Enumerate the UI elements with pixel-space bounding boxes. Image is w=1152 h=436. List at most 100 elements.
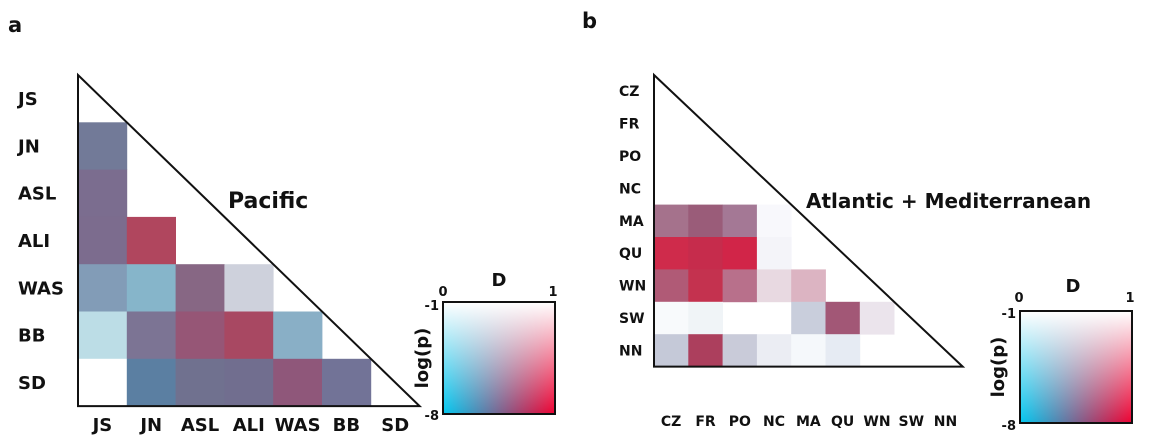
column-label-FR: FR xyxy=(695,414,716,430)
cell-MA-PO xyxy=(722,204,758,238)
cell-SD-JS xyxy=(78,358,128,407)
panel-b-legend: D 0 1 -1 -8 log(p) xyxy=(988,276,1135,434)
column-label-NN: NN xyxy=(934,414,957,430)
panel-b-triangle xyxy=(653,72,966,368)
cell-SW-CZ xyxy=(654,301,689,335)
legend-a-y-label: log(p) xyxy=(412,328,433,389)
column-label-JN: JN xyxy=(138,415,162,436)
cell-WN-CZ xyxy=(654,269,689,303)
cell-NN-PO xyxy=(722,334,758,367)
legend-a-frame xyxy=(442,301,556,415)
column-label-WAS: WAS xyxy=(275,415,321,436)
row-label-SD: SD xyxy=(18,373,46,394)
legend-b-x-tick-1: 1 xyxy=(1125,291,1134,306)
cell-WAS-JN xyxy=(126,264,176,312)
row-label-NN: NN xyxy=(619,343,642,359)
row-label-PO: PO xyxy=(619,149,641,165)
column-label-JS: JS xyxy=(91,415,113,436)
column-label-QU: QU xyxy=(831,414,854,430)
row-label-BB: BB xyxy=(18,326,45,347)
legend-b-y-tick-1: -8 xyxy=(1002,419,1016,434)
column-label-ALI: ALI xyxy=(233,415,265,436)
row-label-MA: MA xyxy=(619,214,644,230)
cell-MA-CZ xyxy=(654,204,689,238)
row-label-WN: WN xyxy=(619,279,646,295)
row-label-CZ: CZ xyxy=(619,84,639,100)
column-label-WN: WN xyxy=(863,414,890,430)
cell-WN-FR xyxy=(688,269,723,303)
row-label-QU: QU xyxy=(619,246,642,262)
panel-a-letter: a xyxy=(8,13,22,37)
legend-b-fade xyxy=(1020,311,1132,423)
cell-NN-NC xyxy=(756,334,792,367)
cell-WN-PO xyxy=(722,269,758,303)
cell-MA-FR xyxy=(688,204,723,238)
cell-BB-ALI xyxy=(224,311,274,360)
row-label-NC: NC xyxy=(619,181,641,197)
legend-a-fade xyxy=(443,302,555,414)
cell-SW-QU xyxy=(825,301,861,335)
legend-b-title: D xyxy=(1066,276,1081,297)
panel-a-row-labels: JS JN ASL ALI WAS BB SD xyxy=(16,89,64,394)
row-label-ASL: ASL xyxy=(18,184,56,205)
panel-b-row-labels: CZ FR PO NC MA QU WN SW NN xyxy=(619,84,646,359)
panel-b-letter: b xyxy=(582,9,597,33)
cell-JN-JS xyxy=(78,122,128,170)
cell-MA-NC xyxy=(756,204,792,238)
cell-ASL-JS xyxy=(78,169,128,218)
row-label-ALI: ALI xyxy=(18,231,50,252)
legend-b-y-label: log(p) xyxy=(988,337,1009,398)
cell-ALI-JN xyxy=(126,216,176,265)
row-label-SW: SW xyxy=(619,311,645,327)
cell-WN-NC xyxy=(756,269,792,303)
column-label-MA: MA xyxy=(796,414,821,430)
column-label-ASL: ASL xyxy=(181,415,219,436)
cell-ALI-JS xyxy=(78,216,128,265)
column-label-CZ: CZ xyxy=(661,414,681,430)
legend-a-y-tick-1: -8 xyxy=(425,409,439,424)
cell-SW-WN xyxy=(859,301,895,335)
panel-a-region-label: Pacific xyxy=(228,189,308,214)
cell-NN-FR xyxy=(688,334,723,367)
cell-SW-MA xyxy=(791,301,826,335)
cell-SW-FR xyxy=(688,301,723,335)
panel-a-cells xyxy=(78,122,372,407)
panel-a-triangle xyxy=(77,72,423,408)
legend-b-x-tick-0: 0 xyxy=(1014,291,1023,306)
legend-a-x-tick-0: 0 xyxy=(438,285,447,300)
cell-BB-JS xyxy=(78,311,128,360)
row-label-JS: JS xyxy=(16,89,38,110)
panel-b-cells xyxy=(654,204,895,367)
column-label-SD: SD xyxy=(381,415,409,436)
panel-a-legend: D 0 1 -1 -8 log(p) xyxy=(412,270,558,424)
cell-SD-ALI xyxy=(224,358,274,407)
cell-SD-BB xyxy=(322,358,372,407)
legend-b-y-tick-0: -1 xyxy=(1002,307,1016,322)
cell-NN-MA xyxy=(791,334,826,367)
cell-SD-JN xyxy=(126,358,176,407)
cell-BB-WAS xyxy=(273,311,323,360)
cell-BB-JN xyxy=(126,311,176,360)
legend-a-title: D xyxy=(492,270,507,291)
cell-QU-NC xyxy=(756,237,792,270)
cell-WN-MA xyxy=(791,269,826,303)
cell-SD-ASL xyxy=(175,358,225,407)
cell-NN-QU xyxy=(825,334,861,367)
column-label-PO: PO xyxy=(729,414,751,430)
legend-a-x-tick-1: 1 xyxy=(548,285,557,300)
column-label-BB: BB xyxy=(333,415,360,436)
cell-QU-FR xyxy=(688,237,723,270)
cell-WAS-ALI xyxy=(224,264,274,312)
panel-a: a JS JN ASL ALI WAS BB SD JS JN ASL ALI WAS BB SD Pa… xyxy=(8,13,558,436)
panel-b-column-labels: CZ FR PO NC MA QU WN SW NN xyxy=(661,414,957,430)
cell-BB-ASL xyxy=(175,311,225,360)
column-label-SW: SW xyxy=(899,414,925,430)
panel-b-region-label: Atlantic + Mediterranean xyxy=(806,189,1091,213)
legend-a-y-tick-0: -1 xyxy=(425,299,439,314)
row-label-JN: JN xyxy=(16,136,40,157)
row-label-WAS: WAS xyxy=(18,278,64,299)
panel-a-column-labels: JS JN ASL ALI WAS BB SD xyxy=(91,415,410,436)
cell-QU-CZ xyxy=(654,237,689,270)
